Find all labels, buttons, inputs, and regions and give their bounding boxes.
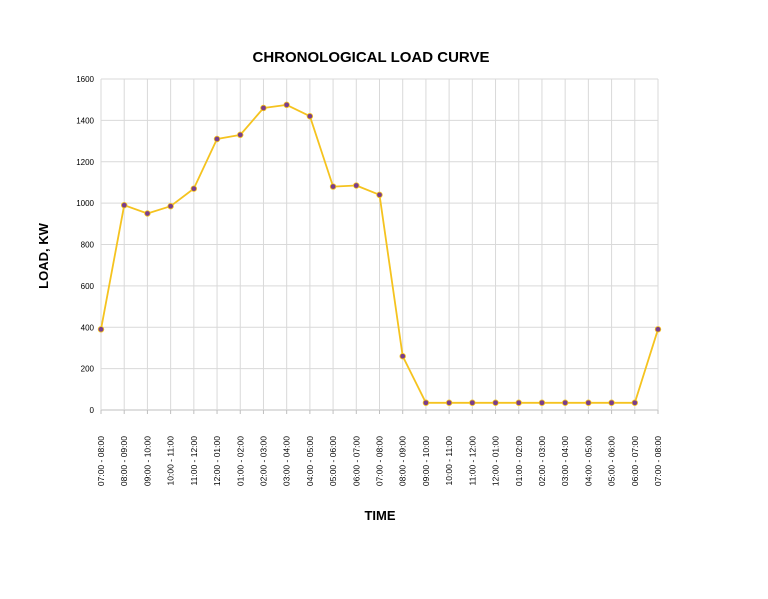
data-point: [144, 210, 151, 217]
data-point: [190, 185, 198, 192]
x-tick-label: 12:00 - 01:00: [212, 436, 222, 486]
x-axis-ticks: 07:00 - 08:00 08:00 - 09:00 09:00 - 10:00 1…: [96, 436, 663, 486]
y-tick-label: 800: [81, 241, 95, 250]
data-point: [399, 353, 406, 360]
data-point: [283, 101, 290, 109]
x-tick-label: 09:00 - 10:00: [421, 436, 431, 486]
y-tick-label: 200: [81, 365, 95, 374]
data-point: [213, 135, 221, 143]
data-point: [237, 131, 244, 139]
x-tick-label: 07:00 - 08:00: [653, 436, 663, 486]
y-tick-label: 600: [81, 282, 95, 291]
data-point: [608, 399, 615, 406]
data-point: [353, 182, 360, 189]
y-axis-ticks: 0 200 400 600 800 1000 1200 1400 1600: [76, 75, 94, 415]
x-tick-label: 07:00 - 08:00: [375, 436, 385, 486]
data-point: [260, 104, 267, 112]
x-tick-label: 01:00 - 02:00: [514, 436, 524, 486]
data-point: [515, 399, 522, 406]
data-point: [654, 326, 662, 333]
gridlines: [100, 78, 659, 414]
x-tick-label: 11:00 - 12:00: [467, 436, 477, 486]
y-tick-label: 1600: [76, 75, 94, 84]
y-tick-label: 1000: [76, 199, 94, 208]
y-tick-label: 400: [81, 323, 95, 332]
data-point: [306, 113, 314, 120]
x-tick-label: 03:00 - 04:00: [282, 436, 292, 486]
x-tick-label: 03:00 - 04:00: [560, 436, 570, 486]
y-tick-label: 0: [90, 406, 95, 415]
data-point: [492, 399, 499, 406]
x-tick-label: 09:00 - 10:00: [142, 436, 152, 486]
y-tick-label: 1400: [76, 116, 94, 125]
series-group: [97, 101, 662, 406]
x-axis-title: TIME: [364, 508, 395, 523]
y-tick-label: 1200: [76, 158, 94, 167]
data-point: [561, 399, 569, 406]
data-point: [445, 399, 453, 406]
x-tick-label: 10:00 - 11:00: [166, 436, 176, 486]
x-tick-label: 04:00 - 05:00: [583, 436, 593, 486]
x-tick-label: 02:00 - 03:00: [258, 436, 268, 486]
x-tick-label: 11:00 - 12:00: [189, 436, 199, 486]
y-axis-title: LOAD, KW: [36, 222, 51, 288]
data-point: [631, 399, 638, 406]
data-point: [422, 399, 430, 406]
data-point: [585, 399, 592, 406]
x-tick-label: 04:00 - 05:00: [305, 436, 315, 486]
data-point: [376, 191, 383, 199]
x-tick-label: 01:00 - 02:00: [235, 436, 245, 486]
x-tick-label: 06:00 - 07:00: [351, 436, 361, 486]
x-tick-label: 05:00 - 06:00: [328, 436, 338, 486]
x-tick-label: 12:00 - 01:00: [491, 436, 501, 486]
data-point: [97, 326, 105, 333]
data-point: [329, 183, 337, 190]
x-tick-label: 02:00 - 03:00: [537, 436, 547, 486]
x-tick-label: 10:00 - 11:00: [444, 436, 454, 486]
x-tick-label: 06:00 - 07:00: [630, 436, 640, 486]
x-tick-label: 08:00 - 09:00: [398, 436, 408, 486]
x-tick-label: 05:00 - 06:00: [607, 436, 617, 486]
x-tick-label: 08:00 - 09:00: [119, 436, 129, 486]
data-point: [121, 201, 128, 209]
x-tick-label: 07:00 - 08:00: [96, 436, 106, 486]
chart-title: CHRONOLOGICAL LOAD CURVE: [253, 49, 490, 66]
data-point: [167, 203, 174, 210]
data-point: [538, 399, 546, 406]
data-point: [469, 399, 476, 406]
